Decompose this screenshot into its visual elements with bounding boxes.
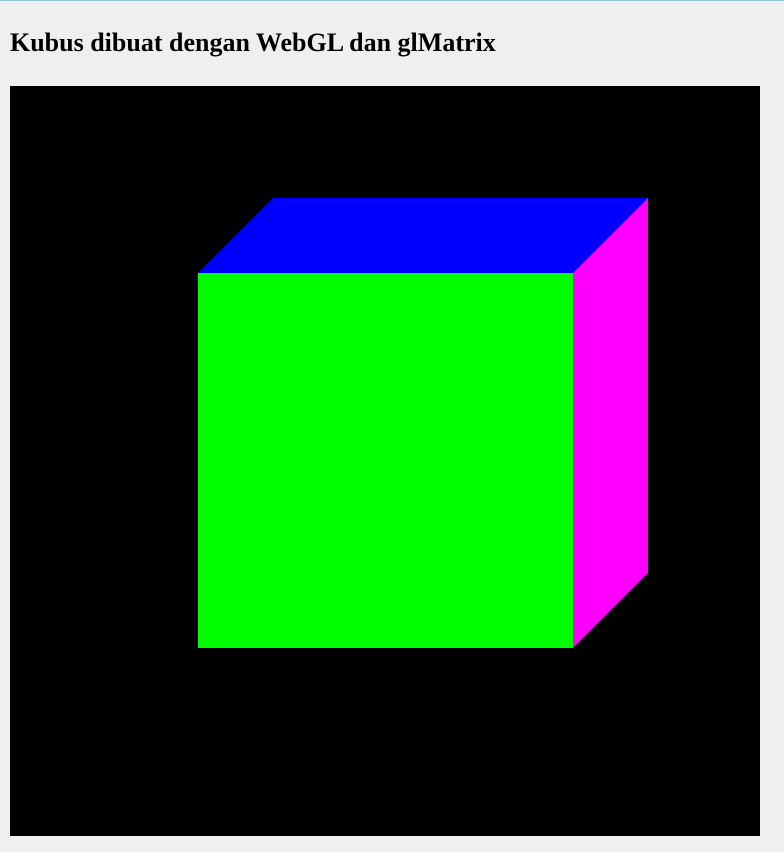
webgl-canvas[interactable] xyxy=(10,86,760,836)
page-title: Kubus dibuat dengan WebGL dan glMatrix xyxy=(10,28,496,57)
window-top-border xyxy=(0,0,784,1)
cube-top-face xyxy=(198,198,648,273)
cube-render xyxy=(198,198,648,648)
cube-front-face xyxy=(198,273,573,648)
cube-right-face xyxy=(573,198,648,648)
